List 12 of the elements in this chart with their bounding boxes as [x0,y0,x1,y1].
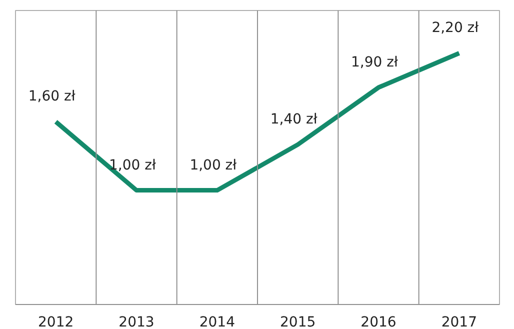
data-label: 1,60 zł [28,88,76,105]
x-tick-label: 2012 [38,314,74,329]
data-label: 1,00 zł [109,157,156,174]
x-tick-label: 2017 [441,314,477,329]
x-tick-label: 2015 [280,314,316,329]
x-tick-label: 2016 [360,314,396,329]
data-label: 1,90 zł [351,54,398,70]
data-label: 2,20 zł [432,20,479,36]
data-label: 1,40 zł [270,112,318,128]
data-label: 1,00 zł [190,157,237,174]
x-tick-label: 2013 [118,314,154,329]
x-tick-label: 2014 [199,314,236,329]
